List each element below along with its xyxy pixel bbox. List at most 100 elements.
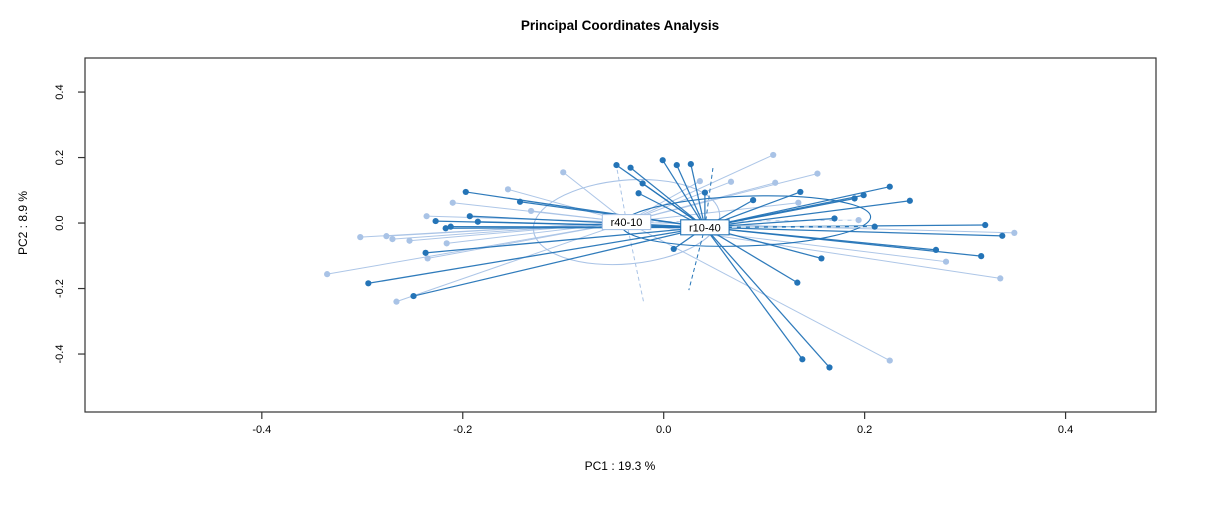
data-point [860,192,867,199]
data-point [442,225,449,232]
data-point [504,186,512,193]
data-point [393,298,400,305]
data-point [1011,229,1018,236]
data-point [799,356,806,363]
data-point [687,161,694,168]
spider-segment [368,226,705,284]
data-point [818,255,825,262]
data-point [365,280,372,287]
data-point [560,169,567,176]
data-point [462,188,469,196]
data-point [696,178,703,185]
spider-segment [446,221,627,244]
spider-segment [626,154,774,223]
x-tick-label: 0.0 [656,424,671,436]
x-tick-label: 0.4 [1058,424,1073,436]
y-axis-label: PC2 : 8.9 % [16,191,30,255]
spider-segment [662,159,706,228]
y-tick-label: 0.2 [54,150,66,165]
data-point [932,246,940,254]
plot-frame [84,57,1157,413]
spider-segment [704,226,830,368]
chart-title: Principal Coordinates Analysis [521,18,719,33]
spider-segment [396,221,627,303]
data-point [772,179,779,186]
data-point [449,199,456,206]
data-point [659,157,666,164]
group-ellipse [532,178,721,266]
x-tick-label: -0.2 [453,424,472,436]
data-point [410,292,417,300]
data-point [423,213,430,220]
data-point [673,161,680,169]
spider-segment [676,164,706,228]
data-point [794,279,801,286]
data-series [324,151,1018,371]
data-point [466,213,473,220]
spider-segment [704,226,1003,237]
group-r10-40 [365,157,1006,371]
data-point [357,234,364,241]
spider-segment [425,226,705,254]
data-point [855,216,862,224]
spider-segment [704,226,803,360]
spider-segment [477,221,705,228]
spider-segment [630,167,706,228]
data-point [422,249,429,256]
data-point [527,207,535,215]
data-point [750,197,757,204]
data-point [639,180,646,187]
spider-segment [704,186,890,228]
data-point [978,253,985,260]
data-point [999,232,1006,239]
spider-segment [469,215,705,228]
data-point [627,164,634,171]
data-point [516,198,524,205]
data-point [670,245,677,253]
spider-segment [413,226,706,297]
centroid-label-r40-10: r40-10 [601,214,652,231]
spider-segment [450,226,705,228]
data-point [383,233,390,240]
y-tick-label: 0.0 [54,215,66,230]
data-point [727,178,735,185]
data-point [324,271,331,278]
spider-segment [704,226,798,284]
centroid-label-box [680,219,730,236]
data-point [447,223,454,230]
data-point [424,255,431,262]
y-tick-label: -0.4 [54,345,66,364]
dashed-segment [688,227,706,291]
x-tick-label: 0.2 [857,424,872,436]
data-point [389,235,396,243]
centroid-label-box [601,214,652,231]
data-point [886,183,893,190]
data-point [770,151,777,159]
spider-segment [626,202,799,223]
data-point [613,161,620,169]
data-point [443,240,450,247]
data-point [871,223,878,230]
data-point [982,221,989,229]
centroid-label-text: r10-40 [689,222,721,234]
group-centroid-labels: r40-10 r10-40 [601,214,730,236]
group-r40-10 [324,151,1018,364]
y-tick-label: 0.4 [54,84,66,99]
data-point [826,364,833,371]
white-dash-overlay [704,226,875,228]
data-point [906,197,913,204]
data-point [795,199,802,206]
data-point [814,170,821,177]
spider-segment [690,163,706,228]
data-point [432,217,439,225]
data-point [635,190,642,197]
data-point [831,215,838,222]
centroid-label-r10-40: r10-40 [680,219,730,236]
centroid-label-text: r40-10 [611,217,643,229]
x-tick-label: -0.4 [252,424,271,436]
data-point [701,189,708,196]
dashed-segment [615,165,628,223]
data-point [942,258,950,265]
data-point [406,237,413,244]
data-point [797,188,804,196]
